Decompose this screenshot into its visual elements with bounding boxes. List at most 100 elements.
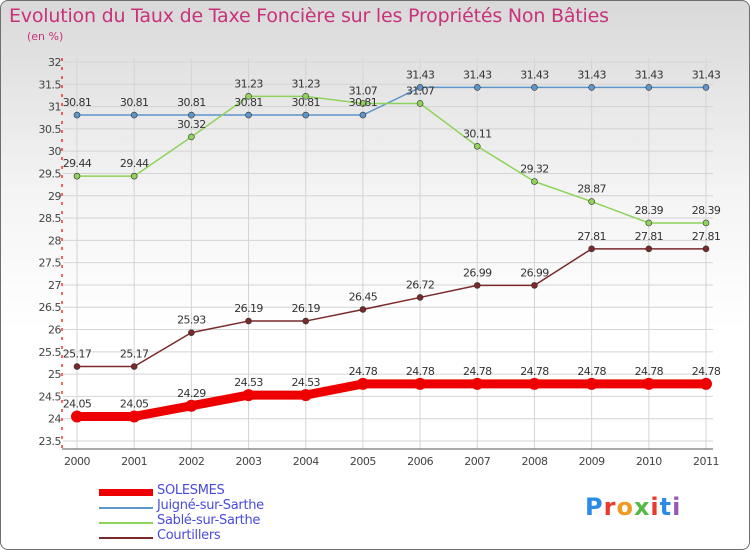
chart-title: Evolution du Taux de Taxe Foncière sur l… [9, 5, 609, 27]
y-tick-label: 30.5 [39, 123, 62, 136]
y-tick-label: 31.5 [39, 78, 62, 91]
series-point-1 [702, 84, 710, 91]
data-label-3: 26.19 [291, 302, 320, 315]
logo-letter: i [650, 493, 660, 521]
series-point-2 [188, 133, 195, 141]
series-point-0 [700, 377, 712, 390]
x-tick-label: 2009 [579, 455, 605, 468]
data-label-3: 25.17 [120, 348, 149, 361]
logo-letter: P [585, 493, 604, 521]
series-point-1 [645, 84, 653, 91]
series-point-2 [531, 178, 538, 185]
data-label-2: 29.44 [63, 157, 92, 170]
y-tick-label: 28.5 [39, 212, 62, 225]
y-tick-label: 25 [48, 368, 61, 381]
data-label-2: 29.32 [520, 162, 549, 175]
series-point-3 [588, 245, 595, 253]
legend-label-courtillers: Courtillers [157, 528, 221, 543]
legend-swatch-solesmes [99, 489, 153, 496]
data-label-2: 29.44 [120, 157, 149, 170]
data-label-2: 31.23 [234, 77, 263, 90]
data-label-0: 24.53 [291, 376, 320, 389]
series-point-2 [702, 219, 710, 227]
y-tick-label: 29 [48, 190, 61, 203]
series-line-0 [72, 379, 711, 421]
data-label-0: 24.78 [406, 365, 435, 378]
data-label-0: 24.78 [577, 365, 606, 378]
series-point-0 [585, 377, 598, 390]
series-point-0 [185, 399, 198, 412]
series-point-2 [73, 172, 81, 180]
series-line-2 [76, 95, 707, 224]
data-label-1: 31.43 [406, 68, 435, 81]
data-label-0: 24.78 [463, 365, 492, 378]
data-label-3: 27.81 [692, 230, 721, 243]
series-point-1 [359, 111, 367, 119]
data-label-1: 30.81 [63, 96, 92, 109]
y-tick-label: 28 [48, 234, 61, 247]
series-point-2 [302, 93, 310, 100]
data-label-1: 31.43 [692, 68, 721, 81]
series-point-0 [128, 410, 141, 423]
data-label-2: 30.11 [463, 127, 492, 140]
series-point-0 [642, 377, 655, 390]
series-point-2 [245, 93, 252, 100]
data-label-1: 30.81 [291, 96, 320, 109]
data-label-3: 26.45 [349, 290, 378, 303]
series-point-1 [130, 111, 138, 119]
series-point-0 [356, 377, 369, 390]
series-point-2 [130, 172, 138, 180]
data-label-2: 31.23 [291, 77, 320, 90]
logo-letter: i [672, 493, 682, 521]
series-point-3 [702, 245, 710, 253]
data-label-0: 24.78 [635, 365, 664, 378]
data-label-3: 25.17 [63, 348, 92, 361]
data-label-3: 27.81 [635, 230, 664, 243]
legend-swatch-courtillers [99, 537, 153, 539]
x-tick-label: 2000 [64, 455, 90, 468]
logo-letter: o [616, 493, 634, 521]
legend-swatch-sable [99, 522, 153, 524]
series-point-1 [245, 111, 252, 119]
data-label-2: 28.39 [635, 204, 664, 217]
series-point-3 [188, 329, 195, 336]
data-label-0: 24.78 [692, 365, 721, 378]
legend-label-solesmes: SOLESMES [157, 483, 225, 498]
x-tick-label: 2004 [293, 455, 319, 468]
data-label-2: 28.39 [692, 204, 721, 217]
logo-letter: t [659, 493, 673, 521]
series-point-1 [473, 84, 481, 91]
series-point-1 [531, 84, 538, 91]
data-label-1: 31.43 [520, 68, 549, 81]
data-label-2: 31.07 [406, 84, 435, 97]
series-point-1 [302, 111, 310, 119]
data-label-1: 30.81 [234, 96, 263, 109]
logo-letter: x [633, 493, 651, 521]
x-tick-label: 2010 [636, 455, 662, 468]
data-label-1: 30.81 [120, 96, 149, 109]
x-tick-label: 2002 [178, 455, 204, 468]
data-label-3: 26.72 [406, 278, 435, 291]
data-label-1: 31.43 [463, 68, 492, 81]
y-tick-label: 23.5 [39, 435, 62, 448]
y-tick-label: 26 [48, 324, 61, 337]
series-point-3 [416, 294, 424, 301]
x-tick-label: 2001 [121, 455, 147, 468]
series-line-3 [76, 248, 707, 368]
series-point-2 [645, 219, 653, 227]
data-label-3: 25.93 [177, 314, 206, 327]
data-label-1: 31.43 [635, 68, 664, 81]
data-label-2: 30.32 [177, 118, 206, 131]
data-label-0: 24.29 [177, 387, 206, 400]
series-point-0 [414, 377, 427, 390]
series-point-0 [242, 389, 255, 402]
data-label-0: 24.05 [120, 397, 149, 410]
y-tick-label: 27 [48, 279, 61, 292]
series-point-3 [473, 282, 481, 289]
series-point-2 [588, 198, 595, 205]
series-point-3 [359, 306, 367, 313]
y-tick-label: 24.5 [39, 390, 62, 403]
series-point-2 [359, 100, 367, 107]
x-tick-label: 2006 [407, 455, 433, 468]
